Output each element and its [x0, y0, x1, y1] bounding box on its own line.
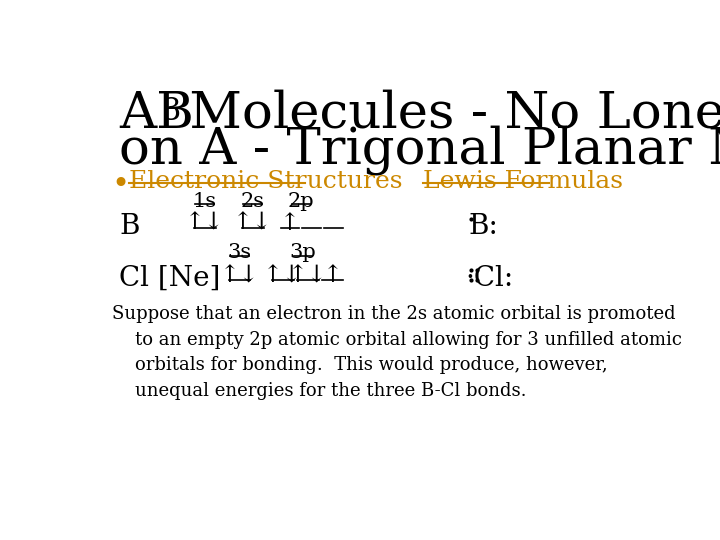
Text: B: B — [120, 213, 140, 240]
Text: Molecules - No Lone Pairs: Molecules - No Lone Pairs — [173, 90, 720, 139]
Text: Lewis Formulas: Lewis Formulas — [423, 170, 624, 193]
Text: Suppose that an electron in the 2s atomic orbital is promoted
    to an empty 2p: Suppose that an electron in the 2s atomi… — [112, 305, 682, 400]
Text: ↑↓: ↑↓ — [220, 264, 259, 287]
Text: AB: AB — [120, 90, 194, 139]
Text: 3: 3 — [162, 96, 181, 126]
Text: ↑: ↑ — [280, 212, 300, 235]
Text: ↑: ↑ — [323, 264, 343, 287]
Text: Cl [Ne]: Cl [Ne] — [120, 265, 221, 292]
Text: ↑↓: ↑↓ — [288, 264, 328, 287]
Text: ↑↓: ↑↓ — [264, 264, 302, 287]
Text: 2s: 2s — [240, 192, 265, 211]
Text: 2p: 2p — [287, 192, 314, 211]
Text: B:: B: — [468, 213, 498, 240]
Text: 3p: 3p — [289, 244, 317, 262]
Text: ↑↓: ↑↓ — [185, 212, 225, 235]
Text: on A - Trigonal Planar Molecules: on A - Trigonal Planar Molecules — [120, 125, 720, 175]
Text: 3s: 3s — [228, 244, 251, 262]
Text: •: • — [112, 170, 130, 201]
Text: Electronic Structures: Electronic Structures — [129, 170, 402, 193]
Text: 1s: 1s — [193, 192, 217, 211]
Text: ·Cl:: ·Cl: — [465, 265, 513, 292]
Text: ↑↓: ↑↓ — [233, 212, 272, 235]
